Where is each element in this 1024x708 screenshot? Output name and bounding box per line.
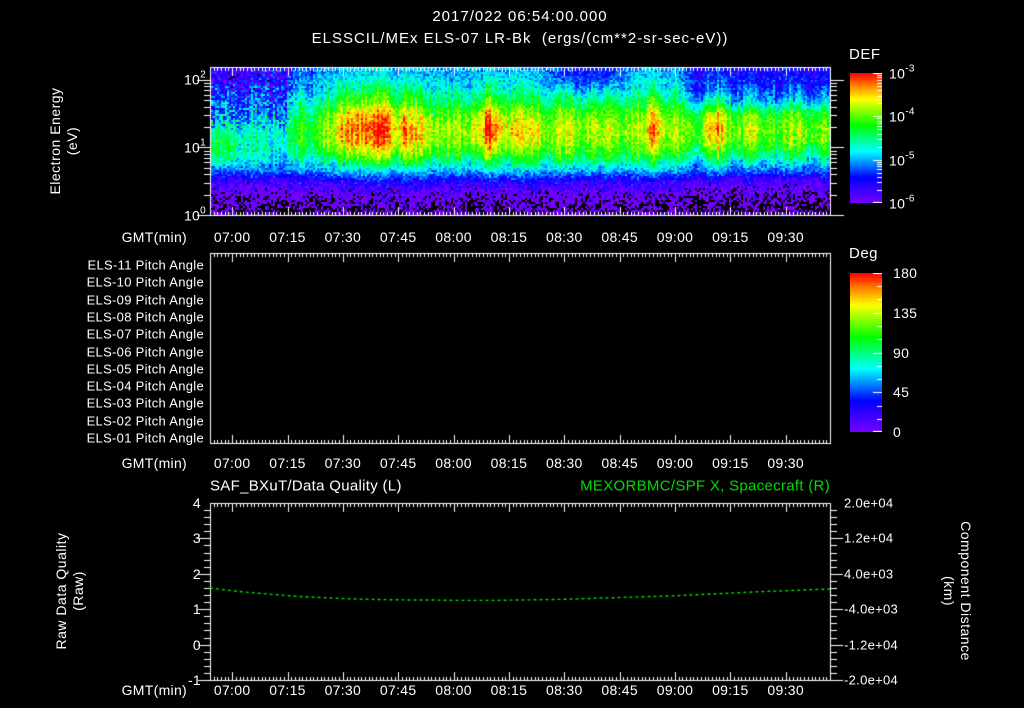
deg-tick-label: 0: [893, 424, 902, 440]
deg-tick-label: 90: [893, 344, 910, 361]
pitch-panel-canvas: [196, 252, 848, 445]
deg-tick-label: 180: [893, 265, 918, 281]
line-panel-left-title: SAF_BXuT/Data Quality (L): [210, 477, 402, 495]
time-tick-label-top: 08:30: [546, 229, 583, 245]
time-tick-label-top: 07:45: [379, 229, 417, 245]
time-tick-label-bottom: 09:15: [712, 682, 749, 698]
line-panel-right-axis-units: (km): [941, 576, 957, 606]
line-panel-left-axis-label: Raw Data Quality (Raw): [53, 533, 87, 650]
distance-tick-label: -1.2e+04: [844, 637, 899, 653]
def-colorbar: [850, 73, 882, 203]
time-tick-label-bottom: 08:00: [435, 682, 472, 698]
energy-tick-label: 102: [183, 69, 206, 88]
def-tick-label: 10-4: [889, 106, 915, 125]
time-tick-label-top: 09:30: [767, 229, 804, 245]
raw-quality-tick-label: 2: [192, 565, 201, 582]
def-colorbar-title: DEF: [849, 46, 881, 63]
def-tick-label: 10-3: [889, 63, 915, 82]
time-tick-label-middle: 09:15: [712, 455, 749, 471]
time-tick-label-bottom: 09:00: [656, 682, 694, 698]
pitch-angle-row-label: ELS-05 Pitch Angle: [86, 361, 204, 377]
line-panel-left-axis-label-text: Raw Data Quality: [53, 532, 69, 650]
time-tick-label-top: 08:00: [435, 229, 472, 245]
time-tick-label-top: 08:45: [601, 229, 638, 245]
time-tick-label-top: 09:00: [656, 229, 694, 245]
time-tick-label-bottom: 07:45: [379, 682, 417, 698]
gmt-axis-label-bottom: GMT(min): [121, 682, 187, 698]
line-panel-right-axis-label-text: Component Distance: [958, 521, 974, 661]
spectrogram-y-axis-label-text: Electron Energy: [47, 87, 63, 195]
time-tick-label-bottom: 08:30: [546, 682, 583, 698]
time-tick-label-middle: 07:30: [324, 455, 362, 471]
def-tick-label: 10-5: [889, 150, 915, 168]
pitch-angle-row-label: ELS-08 Pitch Angle: [86, 309, 204, 325]
raw-quality-tick-label: -1: [187, 672, 201, 688]
spectrogram-y-axis-label: Electron Energy (eV): [47, 87, 81, 194]
pitch-angle-row-label: ELS-11 Pitch Angle: [87, 257, 204, 273]
time-tick-label-middle: 07:15: [269, 455, 306, 471]
time-tick-label-top: 08:15: [490, 229, 528, 245]
time-tick-label-middle: 07:00: [213, 455, 251, 471]
pitch-angle-row-label: ELS-01 Pitch Angle: [86, 430, 204, 446]
raw-quality-tick-label: 3: [192, 530, 201, 547]
time-tick-label-middle: 08:45: [601, 455, 638, 471]
time-tick-label-middle: 09:30: [767, 455, 804, 471]
time-tick-label-bottom: 08:45: [601, 682, 638, 698]
pitch-angle-row-label: ELS-07 Pitch Angle: [86, 326, 204, 342]
raw-quality-tick-label: 4: [192, 495, 201, 511]
def-tick-label: 10-6: [889, 193, 915, 212]
gmt-axis-label-top: GMT(min): [121, 229, 187, 245]
deg-colorbar-title: Deg: [849, 245, 879, 262]
pitch-angle-row-label: ELS-04 Pitch Angle: [86, 378, 204, 394]
time-tick-label-middle: 08:00: [435, 455, 472, 471]
pitch-angle-row-label: ELS-03 Pitch Angle: [86, 395, 204, 411]
energy-tick-label: 100: [183, 205, 206, 224]
time-tick-label-middle: 08:15: [490, 455, 528, 471]
distance-tick-label: 1.2e+04: [844, 530, 894, 546]
pitch-angle-row-label: ELS-02 Pitch Angle: [86, 413, 204, 429]
time-tick-label-middle: 09:00: [656, 455, 694, 471]
line-panel-right-axis-label: Component Distance (km): [940, 521, 974, 661]
time-tick-label-bottom: 07:15: [269, 682, 306, 698]
energy-tick-label: 101: [183, 137, 206, 156]
time-tick-label-middle: 07:45: [379, 455, 417, 471]
time-tick-label-top: 09:15: [712, 229, 749, 245]
raw-quality-tick-label: 0: [192, 636, 201, 653]
distance-tick-label: 4.0e+03: [844, 566, 894, 582]
distance-tick-label: -4.0e+03: [844, 601, 899, 617]
distance-tick-label: -2.0e+04: [844, 672, 899, 688]
line-panel-left-axis-units: (Raw): [70, 571, 86, 611]
time-tick-label-top: 07:30: [324, 229, 362, 245]
pitch-angle-row-label: ELS-10 Pitch Angle: [86, 274, 204, 290]
time-tick-label-top: 07:00: [213, 229, 251, 245]
datetime-title: 2017/022 06:54:00.000: [432, 8, 608, 25]
pitch-angle-row-label: ELS-09 Pitch Angle: [86, 292, 204, 308]
line-panel-right-title: MEXORBMC/SPF X, Spacecraft (R): [580, 477, 830, 495]
time-tick-label-bottom: 09:30: [767, 682, 804, 698]
raw-quality-tick-label: 1: [192, 601, 201, 618]
time-tick-label-bottom: 08:15: [490, 682, 528, 698]
spectrogram-y-axis-units: (eV): [64, 126, 80, 156]
time-tick-label-bottom: 07:00: [213, 682, 251, 698]
time-tick-label-middle: 08:30: [546, 455, 583, 471]
pitch-angle-row-label: ELS-06 Pitch Angle: [86, 344, 204, 359]
deg-tick-label: 135: [893, 304, 918, 321]
time-tick-label-bottom: 07:30: [324, 682, 362, 698]
time-tick-label-top: 07:15: [269, 229, 306, 245]
spectrogram-canvas: [196, 66, 848, 217]
deg-tick-label: 45: [893, 384, 910, 401]
instrument-title: ELSSCIL/MEx ELS-07 LR-Bk (ergs/(cm**2-sr…: [311, 30, 729, 47]
distance-tick-label: 2.0e+04: [844, 495, 894, 511]
deg-colorbar: [850, 273, 882, 432]
gmt-axis-label-middle: GMT(min): [121, 455, 187, 471]
line-plot-canvas: [196, 502, 848, 682]
